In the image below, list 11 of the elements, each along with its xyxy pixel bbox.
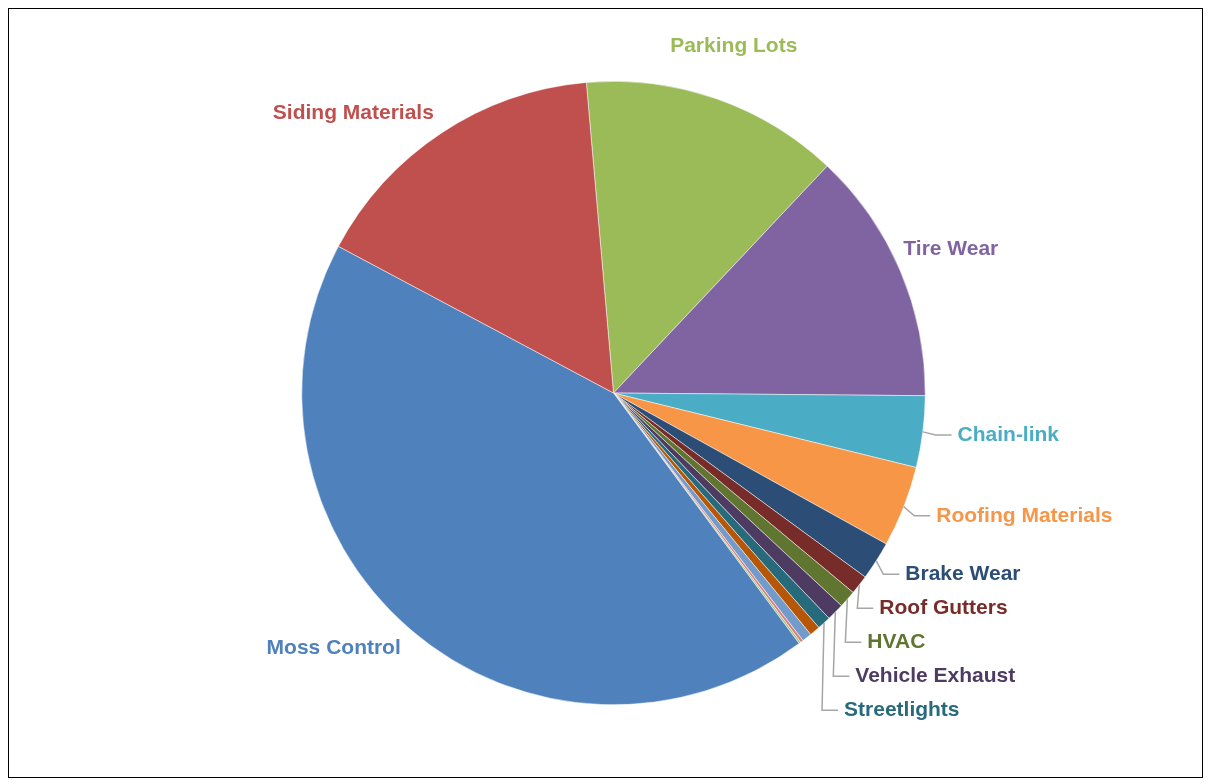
slice-label: HVAC (867, 629, 926, 653)
slice-label: Tire Wear (903, 235, 999, 259)
slice-label: Moss Control (266, 634, 401, 658)
slice-label: Streetlights (844, 697, 960, 721)
slice-label: Roof Gutters (879, 595, 1008, 619)
slice-label: Brake Wear (905, 561, 1021, 585)
slice-label: Vehicle Exhaust (855, 663, 1016, 687)
slice-label: Parking Lots (670, 33, 798, 57)
slice-label: Chain-link (957, 421, 1060, 445)
slice-label: Roofing Materials (936, 502, 1113, 526)
slice-label: Siding Materials (272, 100, 434, 124)
